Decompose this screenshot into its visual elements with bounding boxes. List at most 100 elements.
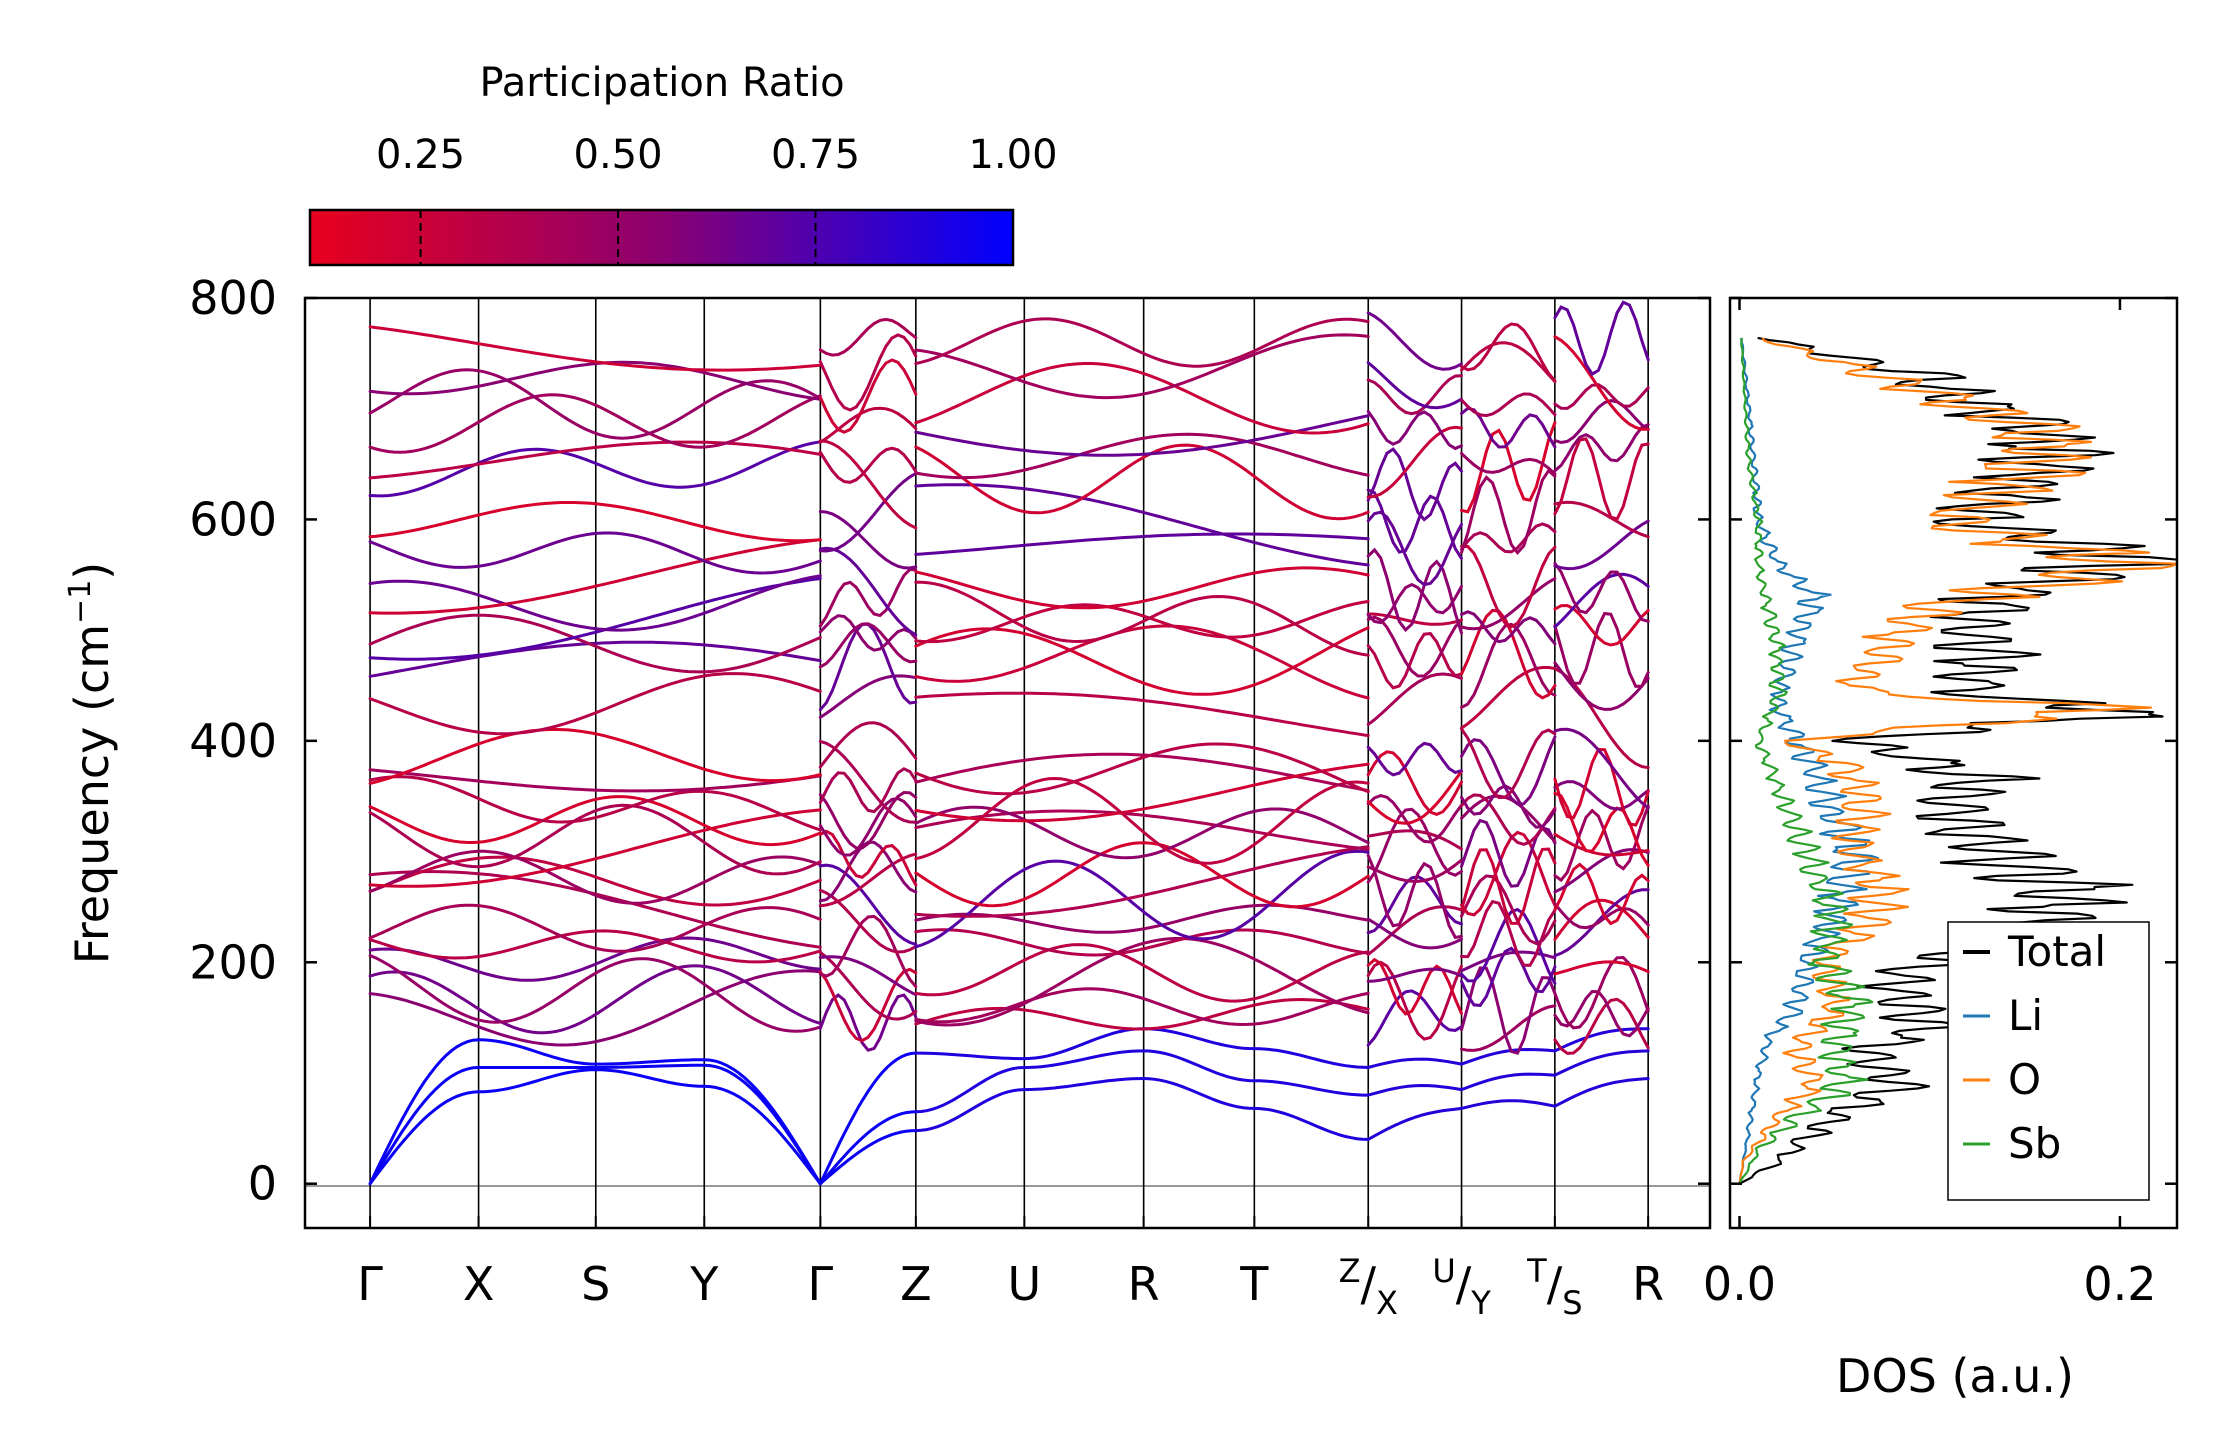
optical-branch [818, 622, 918, 712]
low-branch [1553, 1077, 1650, 1108]
optical-branch [368, 574, 822, 632]
optical-branch [914, 937, 1370, 1027]
optical-branch [818, 406, 918, 444]
optical-branch [1553, 335, 1650, 431]
optical-branch [914, 841, 1370, 909]
kpath-label: T [1239, 1257, 1269, 1311]
kpath-label: Γ [357, 1257, 383, 1311]
kpath-label: R [1128, 1257, 1160, 1311]
optical-branch [1553, 960, 1650, 976]
optical-branch [368, 393, 822, 454]
optical-branch [818, 721, 918, 769]
optical-branch [1366, 374, 1463, 416]
optical-branch [1553, 832, 1650, 857]
optical-branch [1553, 888, 1650, 958]
optical-branch [1366, 488, 1463, 560]
low-branch [1553, 1027, 1650, 1053]
optical-branch [1366, 750, 1463, 817]
acoustic-branch [818, 1129, 918, 1186]
optical-branch [818, 829, 918, 887]
optical-branch [818, 333, 918, 412]
optical-branch [818, 790, 918, 850]
kpath-ticks: Γ X S Y Γ Z U R T Z/X U/Y T/S R [357, 1216, 1664, 1322]
optical-branch [818, 739, 918, 824]
optical-branch [914, 997, 1370, 1031]
optical-branch [1366, 547, 1463, 635]
optical-branch [914, 742, 1370, 796]
optical-branch [1366, 858, 1463, 883]
dos-axes-frame [1728, 296, 2179, 1230]
optical-branch [1366, 769, 1463, 825]
low-branch [1460, 1099, 1557, 1110]
kpath-label: Γ [808, 1257, 834, 1311]
optical-branch [1460, 544, 1557, 629]
acoustic-branch [702, 1084, 822, 1186]
kpath-label: T/S [1526, 1252, 1582, 1322]
optical-branch [818, 796, 918, 857]
optical-branch [1460, 322, 1557, 383]
legend-label: Sb [2008, 1119, 2061, 1168]
frequency-ticks: 0 200 400 600 800 [189, 271, 1710, 1211]
optical-branch [914, 987, 1370, 1027]
acoustic-branch [368, 1066, 481, 1186]
optical-branch [368, 936, 822, 982]
acoustic-branch [594, 1063, 706, 1069]
optical-branch [1460, 727, 1557, 800]
optical-branch [914, 928, 1370, 957]
optical-branch [1460, 610, 1557, 646]
optical-branch [1553, 661, 1650, 711]
optical-branch [368, 531, 822, 575]
optical-branch [914, 333, 1370, 400]
dos-series-o [1738, 337, 2177, 1184]
optical-branch [1553, 572, 1650, 629]
optical-branch [1366, 905, 1463, 956]
low-branch [1460, 1047, 1557, 1066]
optical-branch [914, 362, 1370, 435]
optical-branch [1553, 780, 1650, 811]
low-branch [1142, 1027, 1256, 1051]
kpath-label: S [581, 1257, 610, 1311]
optical-branch [1460, 451, 1557, 476]
low-branch [1142, 1049, 1256, 1083]
band-structure-panel: 0 200 400 600 800 Γ X S Y Γ Z U R T Z/X U/Y T/S R Freque… [63, 271, 1712, 1322]
optical-branch [818, 546, 918, 637]
optical-branch [1553, 955, 1650, 1030]
kpath-label: Z [900, 1257, 932, 1311]
optical-branch [914, 752, 1370, 793]
optical-branch [1366, 632, 1463, 690]
optical-branch [1366, 425, 1463, 499]
low-branch [1366, 1057, 1463, 1069]
legend-label: Total [2007, 927, 2106, 976]
optical-branch [1553, 902, 1650, 930]
low-branch [914, 1088, 1026, 1133]
optical-branch [914, 483, 1370, 567]
low-branch [1022, 1077, 1146, 1092]
optical-branch [1366, 967, 1463, 983]
frequency-axis-title: Frequency (cm−1) [63, 562, 119, 965]
optical-branch [1460, 468, 1557, 556]
optical-branch [1460, 950, 1557, 973]
optical-branch [818, 510, 918, 570]
frequency-tick-label: 400 [189, 714, 277, 768]
kpath-label: U [1007, 1257, 1041, 1311]
colorbar-tick-label: 0.75 [771, 132, 860, 178]
frequency-tick-label: 200 [189, 935, 277, 989]
low-branch [1252, 1079, 1370, 1097]
optical-branch [914, 600, 1370, 644]
optical-branch [1366, 807, 1463, 884]
optical-branch [1553, 561, 1650, 623]
optical-branch [818, 914, 918, 988]
optical-branch [818, 863, 918, 946]
optical-branch [1366, 957, 1463, 1016]
optical-branch [914, 414, 1370, 457]
optical-branch [818, 317, 918, 357]
optical-branch [1553, 747, 1650, 827]
optical-branch [1460, 907, 1557, 985]
optical-branch [1460, 341, 1557, 384]
acoustic-branch [594, 1058, 706, 1066]
optical-branch [1460, 666, 1557, 730]
optical-branch [368, 613, 822, 674]
optical-branch [1460, 946, 1557, 1007]
optical-branch [1553, 300, 1650, 377]
acoustic-branch [818, 1110, 918, 1186]
